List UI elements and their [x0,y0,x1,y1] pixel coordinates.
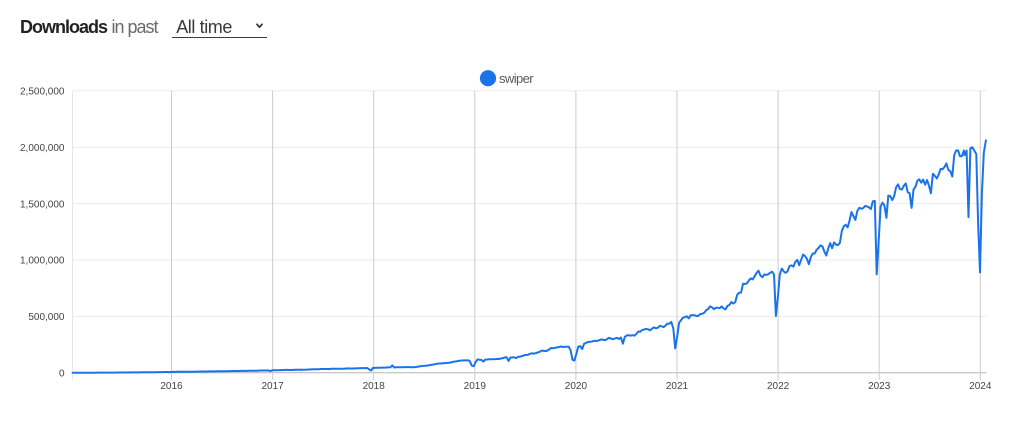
svg-text:0: 0 [59,369,65,380]
svg-text:2021: 2021 [666,381,689,392]
svg-text:2016: 2016 [160,381,183,392]
svg-text:2,500,000: 2,500,000 [20,87,65,98]
svg-text:500,000: 500,000 [28,312,65,323]
svg-text:2024: 2024 [969,381,992,392]
svg-text:1,500,000: 1,500,000 [20,199,65,210]
svg-text:2022: 2022 [767,381,790,392]
svg-text:2023: 2023 [868,381,891,392]
svg-text:2020: 2020 [565,381,588,392]
svg-text:2,000,000: 2,000,000 [20,143,65,154]
svg-text:2017: 2017 [261,381,284,392]
svg-text:2018: 2018 [363,381,386,392]
svg-text:swiper: swiper [499,71,534,86]
svg-text:1,000,000: 1,000,000 [20,256,65,267]
svg-text:2019: 2019 [464,381,487,392]
